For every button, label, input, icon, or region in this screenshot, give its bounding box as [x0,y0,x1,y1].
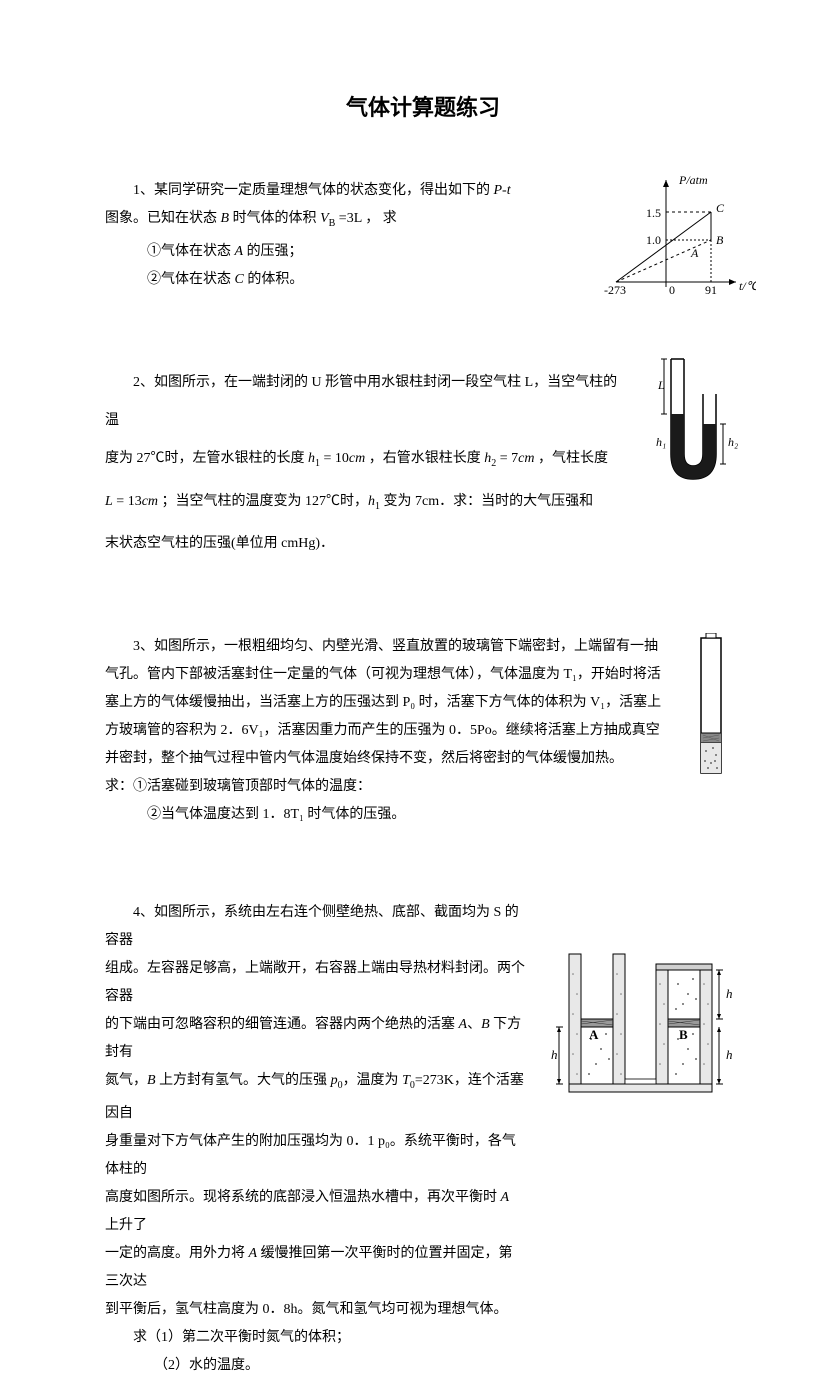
p4-l3: 的下端由可忽略容积的细管连通。容器内两个绝热的活塞 A、B 下方封有 [105,1011,525,1067]
problem-4: 4、如图所示，系统由左右连个侧壁绝热、底部、截面均为 S 的容器 组成。左容器足… [105,899,741,1380]
utube-label-h1: h₁ [656,435,666,449]
p4-l3d: B [481,1017,490,1032]
p4-l7: 一定的高度。用外力将 A 缓慢推回第一次平衡时的位置并固定，第三次达 [105,1240,525,1296]
p2-line3: L = 13cm ；当空气柱的温度变为 127℃时，h1 变为 7cm．求：当时… [105,483,625,526]
page-title: 气体计算题练习 [105,90,741,122]
p4-q1: 求（1）第二次平衡时氮气的体积； [105,1324,741,1352]
p3-l6: 求：①活塞碰到玻璃管顶部时气体的温度： [105,773,741,801]
p4-l4d: p [331,1073,338,1088]
p1-l2b: B [221,211,230,226]
chart-tick-273: -273 [604,283,626,297]
p2-l3b: = 13 [113,494,142,509]
p2-l2a: 度为 27℃时，左管水银柱的长度 [105,451,308,466]
chart-tick-91: 91 [705,283,717,297]
p4-l1: 4、如图所示，系统由左右连个侧壁绝热、底部、截面均为 S 的容器 [105,899,525,955]
p4-l3c: 、 [467,1017,481,1032]
p3-tube [691,633,731,778]
p3-l5: 并密封，整个抽气过程中管内气体温度始终保持不变，然后将密封的气体缓慢加热。 [105,745,685,773]
p1-s1c: 的压强； [243,244,303,259]
p1-sub2: ②气体在状态 C 的体积。 [105,266,535,294]
p4-l6b: A [501,1190,510,1205]
utube-label-l: L [657,378,665,392]
p2-l3h1: h [368,494,375,509]
p4-l5: 身重量对下方气体产生的附加压强均为 0．1 p₀。系统平衡时，各气体柱的 [105,1128,525,1184]
p1-s2b: C [235,272,244,287]
p2-line2: 度为 27℃时，左管水银柱的长度 h1 = 10cm ，右管水银柱长度 h2 =… [105,440,625,483]
p3-l7: ②当气体温度达到 1．8T₁ 时气体的压强。 [105,801,741,829]
p2-l2d: = 7 [496,451,518,466]
p1-sub1: ①气体在状态 A 的压强； [105,238,535,266]
p2-line1: 2、如图所示，在一端封闭的 U 形管中用水银柱封闭一段空气柱 L，当空气柱的温 [105,364,625,440]
p1-s2a: ②气体在状态 [147,272,235,287]
p4-l6: 高度如图所示。现将系统的底部浸入恒温热水槽中，再次平衡时 A 上升了 [105,1184,525,1240]
chart-tick-15: 1.5 [646,206,661,220]
p4-l4f: T [402,1073,410,1088]
p2-cm1: cm [349,451,365,466]
chart-ylabel: P/atm [678,173,708,187]
chart-xlabel: t/℃ [739,279,756,293]
problem-1: 1、某同学研究一定质量理想气体的状态变化，得出如下的 P-t 图象。已知在状态 … [105,177,741,294]
p4-l8: 到平衡后，氢气柱高度为 0．8h。氮气和氢气均可视为理想气体。 [105,1296,741,1324]
p1-s1b: A [235,244,244,259]
p4-l7a: 一定的高度。用外力将 [105,1246,249,1261]
p4-l3a: 的下端由可忽略容积的细管连通。容器内两个绝热的活塞 [105,1017,459,1032]
p3-l3: 塞上方的气体缓慢抽出，当活塞上方的压强达到 P₀ 时，活塞下方气体的体积为 V₁… [105,689,685,717]
p4-l4a: 氮气， [105,1073,147,1088]
container-h3: h [551,1047,558,1062]
p2-l2b: = 10 [320,451,349,466]
p2-h1: h [308,451,315,466]
problem-2: 2、如图所示，在一端封闭的 U 形管中用水银柱封闭一段空气柱 L，当空气柱的温 … [105,364,741,564]
p1-line2: 图象。已知在状态 B 时气体的体积 VB =3L ， 求 [105,205,535,238]
p1-chart: P/atm t/℃ 1.5 1.0 -273 0 91 A B C [561,172,756,307]
p4-q2: （2）水的温度。 [105,1352,741,1380]
p1-l2c: 时气体的体积 [229,211,320,226]
p3-l2: 气孔。管内下部被活塞封住一定量的气体（可视为理想气体），气体温度为 T₁，开始时… [105,661,685,689]
chart-tick-10: 1.0 [646,233,661,247]
p3-l1: 3、如图所示，一根粗细均匀、内壁光滑、竖直放置的玻璃管下端密封，上端留有一抽 [105,633,685,661]
p4-l4c: 上方封有氢气。大气的压强 [156,1073,331,1088]
p4-l2: 组成。左容器足够高，上端敞开，右容器上端由导热材料封闭。两个容器 [105,955,525,1011]
p1-l2d: V [320,211,329,226]
p1-s2c: 的体积。 [244,272,304,287]
p2-line4: 末状态空气柱的压强(单位用 cmHg)． [105,525,625,563]
container-label-a: A [589,1027,599,1042]
p1-l2a: 图象。已知在状态 [105,211,221,226]
p4-l7b: A [249,1246,258,1261]
p4-l4e: ，温度为 [343,1073,403,1088]
container-label-b: B [679,1027,688,1042]
p2-l3a: L [105,494,113,509]
p2-l3c: ；当空气柱的温度变为 127℃时， [158,494,368,509]
p2-utube: L h₁ h₂ [656,354,741,484]
utube-label-h2: h₂ [728,435,738,449]
container-h2: h [726,1047,733,1062]
p1-l1a: 1、某同学研究一定质量理想气体的状态变化，得出如下的 [133,183,494,198]
p4-l6a: 高度如图所示。现将系统的底部浸入恒温热水槽中，再次平衡时 [105,1190,501,1205]
chart-tick-0: 0 [669,283,675,297]
p2-l2c: ，右管水银柱长度 [365,451,484,466]
container-h1: h [726,986,733,1001]
problem-3: 3、如图所示，一根粗细均匀、内壁光滑、竖直放置的玻璃管下端密封，上端留有一抽 气… [105,633,741,829]
p1-l1b: P-t [494,183,511,198]
p4-container: A B h h h [551,944,746,1094]
p1-l2e: =3L ， 求 [335,211,396,226]
p1-text: 1、某同学研究一定质量理想气体的状态变化，得出如下的 P-t [105,177,535,205]
p4-l4: 氮气，B 上方封有氢气。大气的压强 p0，温度为 T0=273K，连个活塞因自 [105,1067,525,1128]
p3-l4: 方玻璃管的容积为 2．6V₁，活塞因重力而产生的压强为 0．5Po。继续将活塞上… [105,717,685,745]
p2-cm2: cm [518,451,534,466]
p4-l6c: 上升了 [105,1218,147,1233]
p2-l2e: ，气柱长度 [534,451,608,466]
p1-s1a: ①气体在状态 [147,244,235,259]
p4-l4b: B [147,1073,156,1088]
p4-l3b: A [459,1017,468,1032]
chart-point-a: A [690,246,699,260]
chart-point-b: B [716,233,724,247]
chart-point-c: C [716,201,725,215]
p2-l3d: 变为 7cm．求：当时的大气压强和 [380,494,593,509]
p2-l3cm: cm [142,494,158,509]
